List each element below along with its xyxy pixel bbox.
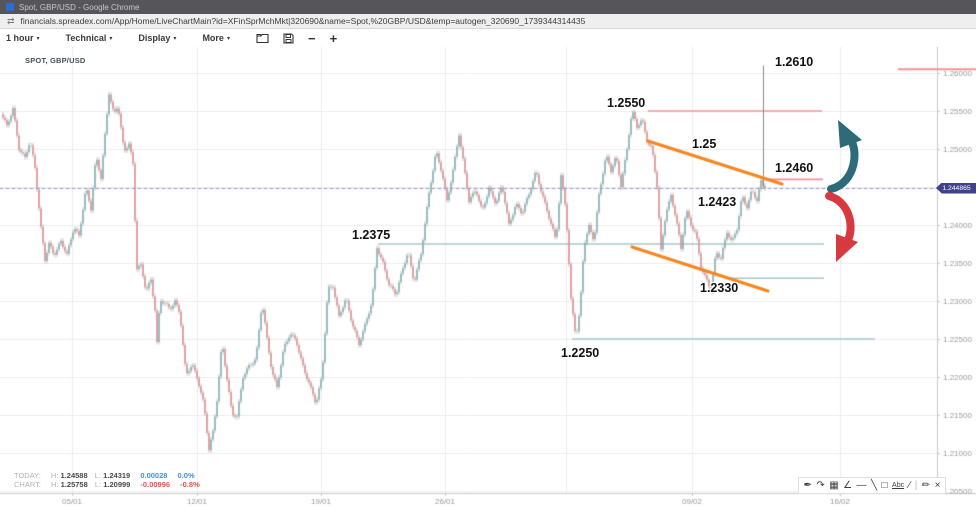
zoom-out-icon[interactable]: − — [307, 30, 316, 46]
price-annotation-1-2330[interactable]: 1.2330 — [700, 281, 739, 295]
marker-tool-icon[interactable]: ✏ — [921, 479, 931, 491]
today-change: 0.00028 — [140, 471, 168, 480]
chevron-down-icon: ▾ — [226, 35, 230, 42]
zoom-in-icon[interactable]: + — [329, 30, 338, 46]
chevron-down-icon: ▾ — [36, 35, 40, 42]
trendline-tool-icon[interactable]: ╲ — [871, 479, 878, 491]
today-low: 1.24319 — [103, 471, 131, 480]
close-tool-icon[interactable]: × — [934, 479, 941, 491]
chart-high: 1.25758 — [60, 480, 88, 489]
site-favicon-icon — [6, 3, 14, 11]
url-text: financials.spreadex.com/App/Home/LiveCha… — [20, 16, 586, 26]
save-icon[interactable] — [283, 32, 294, 44]
text-tool-icon[interactable]: Abc — [892, 482, 905, 489]
toolbar-dropdown-technical[interactable]: Technical ▾ — [65, 33, 113, 43]
price-annotation-1-2250[interactable]: 1.2250 — [561, 346, 600, 360]
toolbar-dropdown-1-hour[interactable]: 1 hour ▾ — [6, 33, 40, 43]
today-high: 1.24588 — [60, 471, 88, 480]
ohlc-summary: TODAY: H: 1.24588 L: 1.24319 0.00028 0.0… — [14, 471, 200, 489]
price-annotation-1-2460[interactable]: 1.2460 — [775, 161, 814, 175]
high-key: H: — [50, 471, 59, 480]
fan-lines-tool-icon[interactable]: ∠ — [843, 479, 853, 491]
symbol-legend: SPOT, GBP/USD — [25, 56, 86, 65]
cursor-tool-icon[interactable]: ✒ — [803, 479, 812, 491]
window-titlebar: Spot, GBP/USD - Google Chrome — [0, 0, 976, 14]
diagonal-line-tool-icon[interactable]: ∕ — [908, 479, 911, 491]
price-annotation-1-2610[interactable]: 1.2610 — [775, 55, 814, 69]
toolbar-dropdown-more[interactable]: More ▾ — [202, 33, 230, 43]
open-folder-icon[interactable] — [256, 33, 269, 44]
chart-toolbar: 1 hour ▾ Technical ▾ Display ▾ More ▾ − + — [0, 29, 976, 47]
chart-change: -0.00996 — [140, 480, 171, 489]
price-annotation-1-2423[interactable]: 1.2423 — [698, 195, 737, 209]
chart-summary-row: CHART: H: 1.25758 L: 1.20999 -0.00996 -0… — [14, 480, 200, 489]
tab-switch-icon: ⇄ — [7, 15, 15, 26]
today-change-pct: 0.0% — [177, 471, 195, 480]
separator-icon: | — [914, 479, 918, 491]
today-label: TODAY: — [14, 471, 41, 480]
price-annotation-1-2375[interactable]: 1.2375 — [352, 228, 391, 242]
rectangle-tool-icon[interactable]: □ — [881, 479, 888, 491]
chart-label: CHART: — [14, 480, 41, 489]
browser-url-bar[interactable]: ⇄ financials.spreadex.com/App/Home/LiveC… — [0, 14, 976, 29]
chevron-down-icon: ▾ — [173, 35, 177, 42]
drawing-toolbar: ✒ ↷ ▦ ∠ — ╲ □ Abc ∕ | ✏ × — [798, 477, 946, 494]
low-key: L: — [94, 480, 102, 489]
price-annotation-1-2550[interactable]: 1.2550 — [607, 96, 646, 110]
price-chart-canvas[interactable] — [0, 47, 976, 507]
grid-tool-icon[interactable]: ▦ — [829, 479, 839, 491]
high-key: H: — [51, 480, 59, 489]
chart-area: SPOT, GBP/USD 1.2610 1.2550 1.25 1.2460 1.24… — [0, 47, 976, 507]
today-summary-row: TODAY: H: 1.24588 L: 1.24319 0.00028 0.0… — [14, 471, 200, 480]
curved-arrow-tool-icon[interactable]: ↷ — [816, 479, 825, 491]
chevron-down-icon: ▾ — [109, 35, 113, 42]
chart-low: 1.20999 — [103, 480, 131, 489]
chart-change-pct: -0.8% — [180, 480, 200, 489]
window-title: Spot, GBP/USD - Google Chrome — [19, 2, 140, 12]
toolbar-dropdown-display[interactable]: Display ▾ — [138, 33, 177, 43]
price-annotation-1-25[interactable]: 1.25 — [692, 137, 717, 151]
current-price-badge: 1.244865 — [936, 182, 976, 194]
horizontal-line-tool-icon[interactable]: — — [856, 479, 867, 491]
low-key: L: — [94, 471, 101, 480]
